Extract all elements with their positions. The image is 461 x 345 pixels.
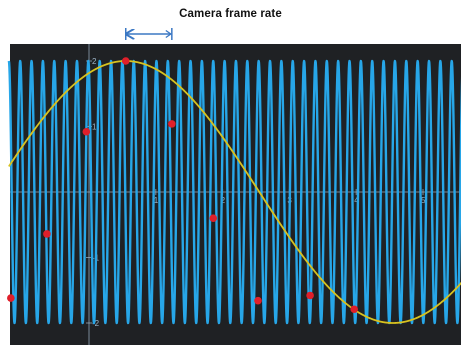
frame-interval-bracket [124,28,173,40]
sample-point [350,305,358,314]
y-tick-label: 1 [92,123,97,132]
sample-points [7,57,358,314]
sample-point [7,294,15,302]
sample-point [82,127,91,136]
sample-point [254,296,262,305]
slow-wave-line [8,60,461,324]
x-tick-label: 1 [154,196,159,205]
y-tick-label: 2 [92,57,97,66]
x-tick-label: 5 [421,196,426,205]
sample-point [43,230,51,238]
bracket-arrowhead-right [165,29,172,39]
sample-point [306,291,314,300]
fast-wave-path [7,59,461,325]
sample-point [121,57,130,65]
y-tick-label: -2 [92,319,100,328]
frame-rate-label: Camera frame rate [179,8,282,20]
x-tick-label: 2 [221,196,226,205]
sample-point [209,214,218,222]
sample-point [168,120,176,128]
x-tick-label: 4 [354,196,359,205]
slow-wave-path [8,60,461,324]
fast-wave-line [7,59,461,325]
